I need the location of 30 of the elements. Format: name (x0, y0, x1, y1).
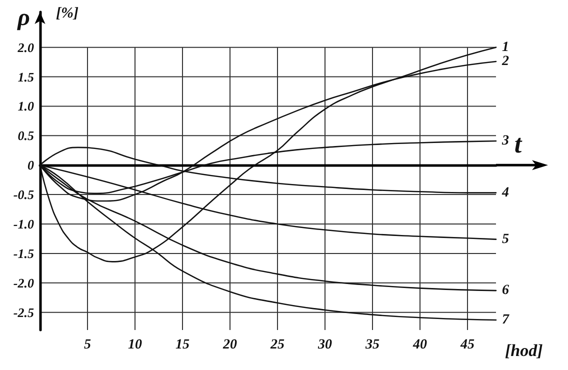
y-tick-label: -1.5 (13, 246, 34, 261)
y-tick-label: -1.0 (13, 216, 34, 232)
series-label: 6 (502, 283, 509, 298)
y-tick-label: -2.0 (13, 275, 34, 290)
series-label: 7 (502, 312, 510, 328)
x-axis-title: t (514, 130, 522, 159)
x-tick-label: 20 (222, 338, 237, 352)
y-axis-title: ρ (16, 5, 30, 31)
x-tick-label: 25 (270, 338, 284, 352)
y-tick-label: 2.0 (16, 40, 34, 55)
y-tick-label: 1.0 (18, 98, 34, 114)
x-tick-label: 10 (128, 338, 142, 352)
series-label: 2 (501, 54, 509, 69)
y-tick-label: 0.5 (18, 128, 34, 144)
series-label: 3 (501, 133, 509, 148)
annotation: [%] (56, 6, 78, 22)
x-tick-label: 15 (176, 338, 190, 352)
x-tick-label: 45 (460, 338, 474, 352)
y-tick-label: -2.5 (13, 304, 34, 320)
x-tick-label: 30 (317, 338, 332, 352)
series-label: 1 (502, 40, 509, 55)
y-tick-label: -0.5 (13, 187, 34, 202)
y-tick-label: 1.5 (18, 69, 34, 84)
series-label: 5 (502, 232, 509, 247)
text: [hod] (505, 341, 544, 360)
y-tick-label: 0 (28, 158, 34, 173)
x-tick-label: 35 (364, 338, 380, 352)
series-label: 4 (501, 185, 509, 200)
x-tick-label: 40 (412, 338, 427, 352)
x-tick-label: 5 (84, 338, 91, 352)
